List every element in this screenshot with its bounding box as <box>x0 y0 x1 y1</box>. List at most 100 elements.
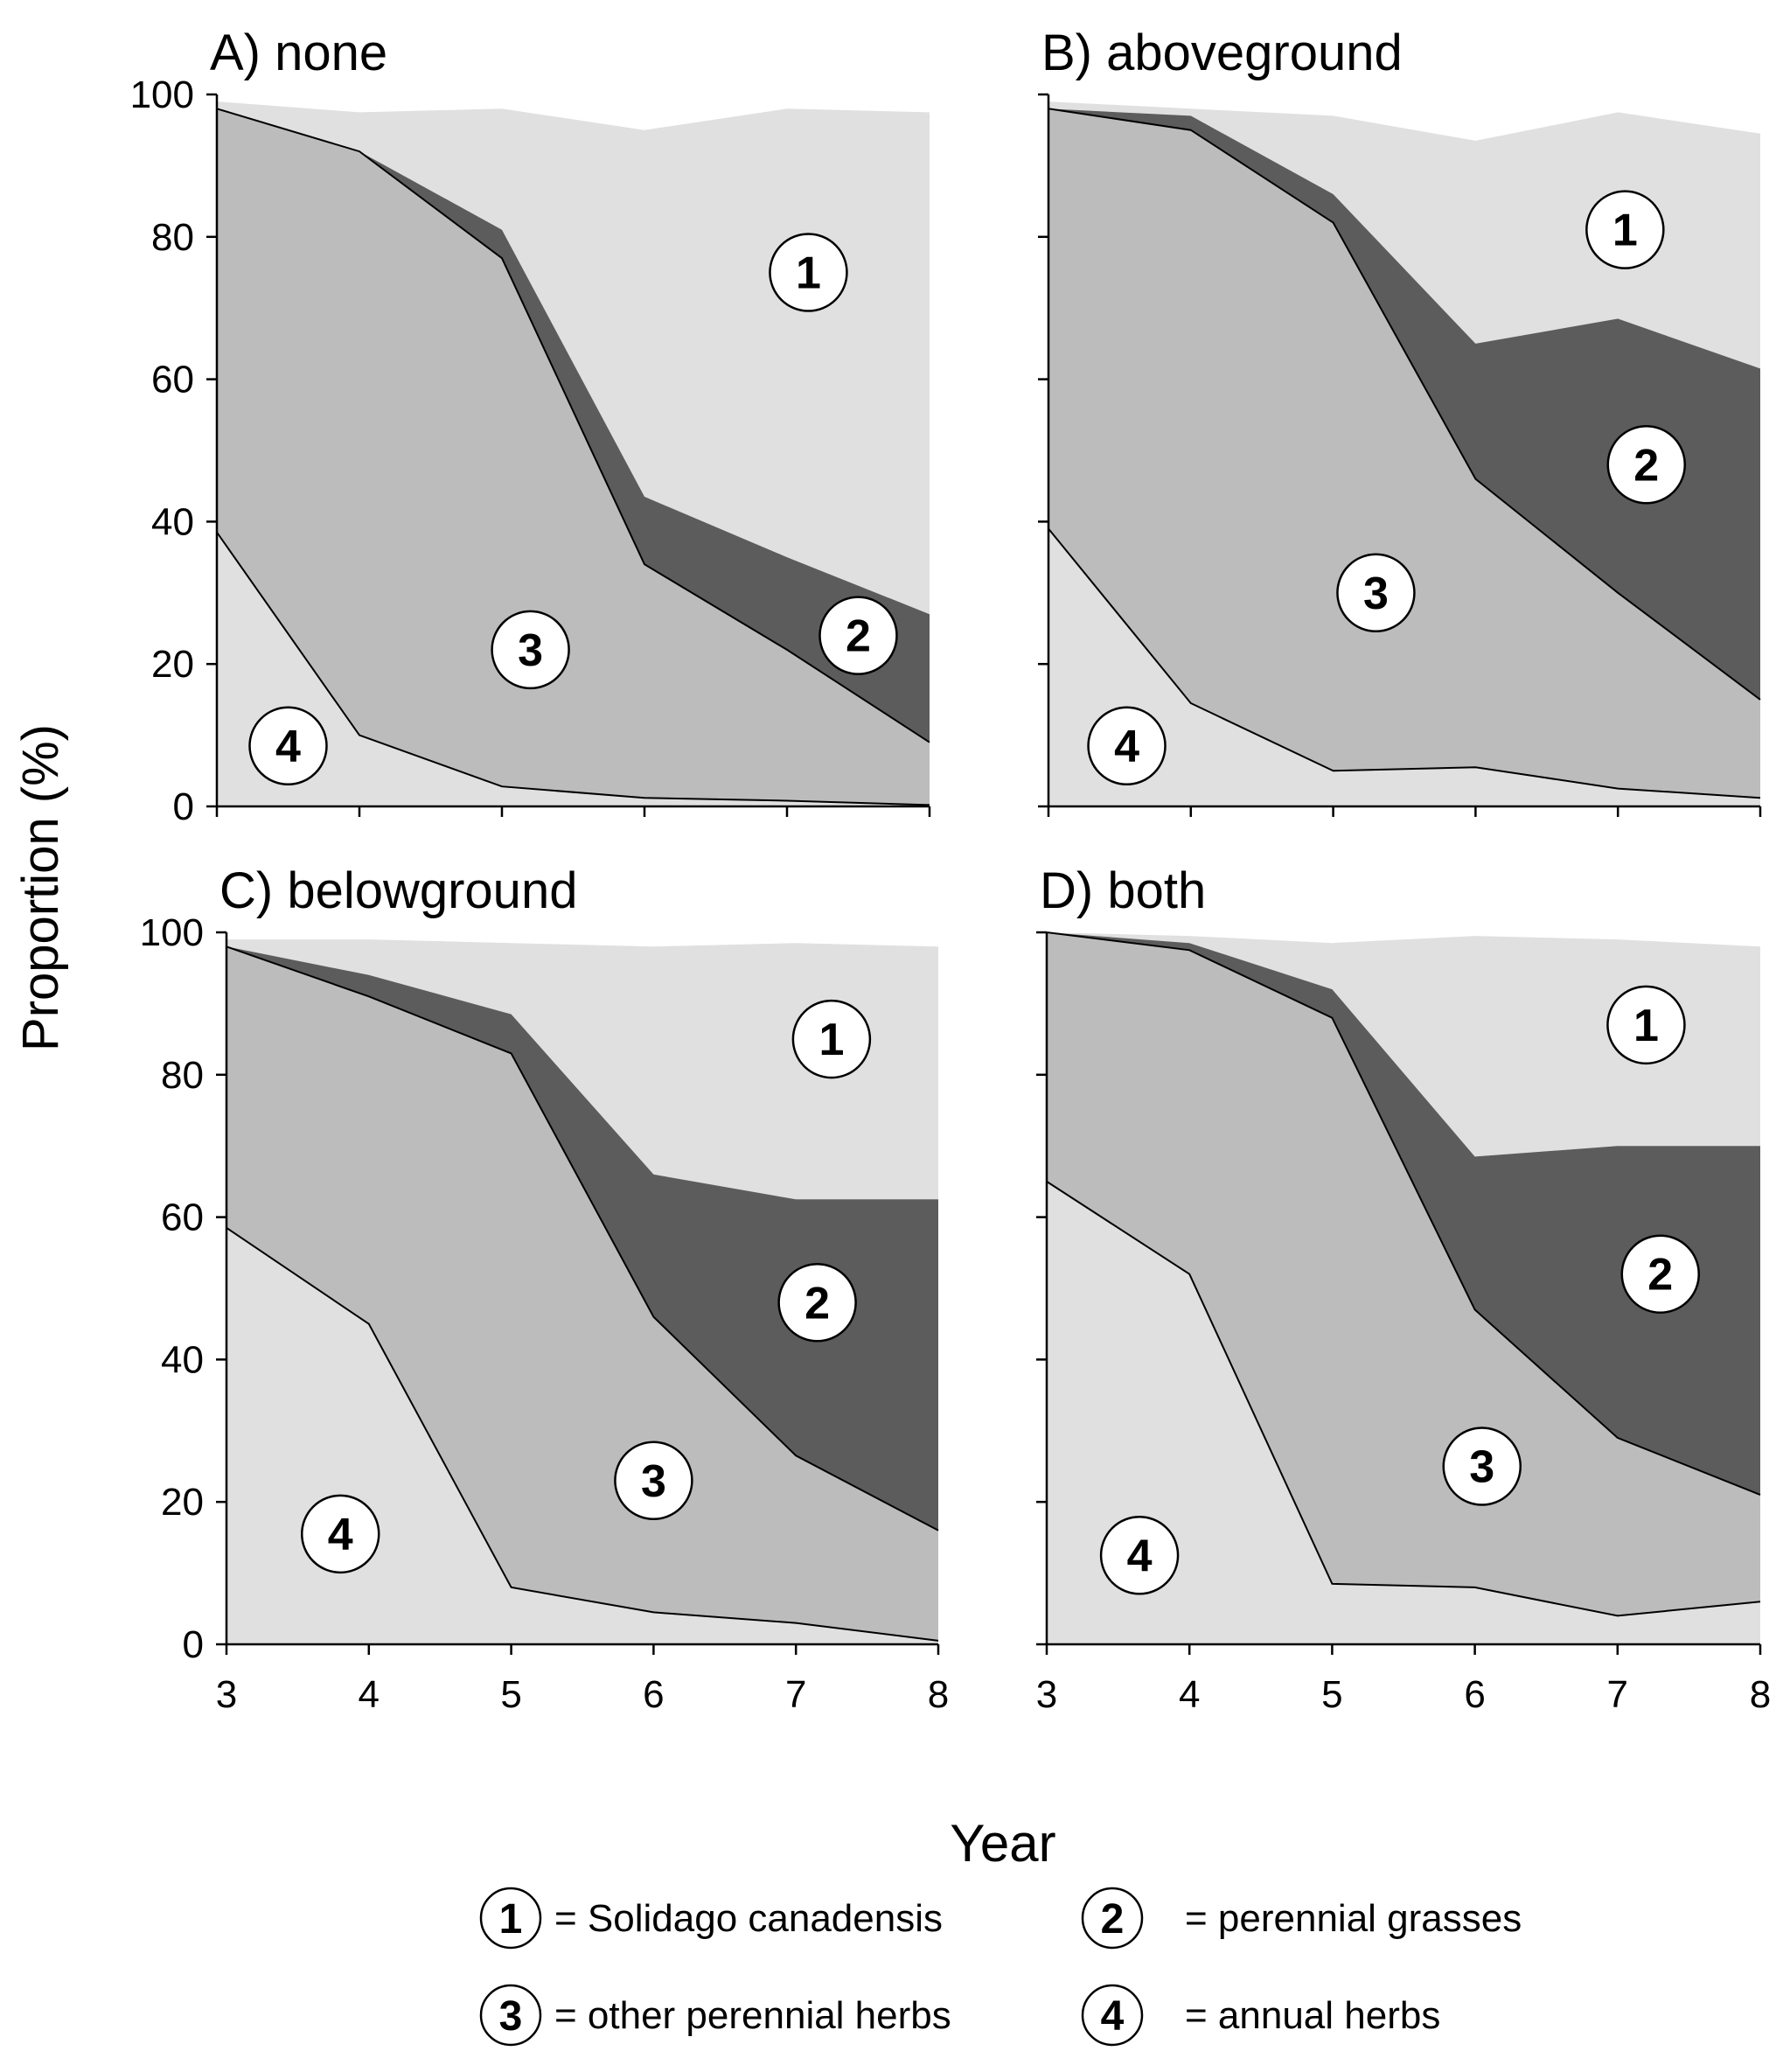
x-tick-label: 4 <box>1179 1673 1200 1716</box>
legend-key-circle <box>1081 1984 1144 2047</box>
area-annual-herbs <box>1048 528 1760 806</box>
y-tick-label: 60 <box>161 1196 204 1239</box>
y-tick-label: 100 <box>130 73 194 116</box>
x-tick-label: 3 <box>1036 1673 1057 1716</box>
category-label-number: 2 <box>1647 1250 1673 1301</box>
legend-item: 2 = perennial grasses <box>1081 1887 1522 1950</box>
category-label-circle <box>248 706 328 786</box>
category-label-circle <box>1099 1516 1180 1595</box>
legend: 1 = Solidago canadensis 2 = perennial grass… <box>479 1887 1522 2047</box>
panel-title: A) none <box>210 24 387 81</box>
category-label-number: 4 <box>1127 1531 1153 1581</box>
category-label-circle <box>769 233 848 312</box>
legend-text: = perennial grasses <box>1185 1897 1522 1940</box>
panel-title: D) both <box>1040 862 1206 919</box>
area-solidago <box>1048 101 1760 369</box>
category-label-circle <box>818 596 898 675</box>
y-tick-label: 60 <box>151 359 194 401</box>
y-tick-label: 40 <box>151 500 194 543</box>
panel-title: C) belowground <box>219 862 577 919</box>
panel-title: B) aboveground <box>1041 24 1403 81</box>
area-perennial-grasses <box>217 108 930 743</box>
category-label-circle <box>777 1263 857 1343</box>
area-solidago <box>1047 932 1760 1157</box>
boundary-annual-herbs <box>216 532 930 806</box>
category-label-number: 2 <box>1633 440 1659 491</box>
category-label-number: 4 <box>275 722 301 772</box>
category-label-circle <box>1606 425 1687 505</box>
area-other-perennial-herbs <box>1048 108 1760 799</box>
x-tick-label: 5 <box>1321 1673 1342 1716</box>
category-label-circle <box>491 610 570 690</box>
area-other-perennial-herbs <box>1047 932 1760 1616</box>
category-label-circle <box>1585 190 1665 269</box>
category-label-number: 4 <box>1114 722 1139 772</box>
category-label-circle <box>1336 553 1416 633</box>
legend-text: = annual herbs <box>1185 1994 1440 2037</box>
legend-key-number: 4 <box>1101 1993 1125 2040</box>
legend-key-number: 3 <box>499 1993 523 2040</box>
area-annual-herbs <box>1047 1181 1760 1644</box>
category-label-circle <box>791 999 872 1079</box>
category-label-number: 2 <box>804 1278 830 1329</box>
legend-key-circle <box>479 1887 542 1950</box>
category-label-number: 1 <box>818 1015 844 1065</box>
category-label-circle <box>300 1494 380 1574</box>
legend-key-circle <box>1081 1887 1144 1950</box>
category-label-number: 3 <box>518 625 543 676</box>
x-tick-label: 7 <box>1607 1673 1628 1716</box>
category-label-number: 2 <box>846 611 871 662</box>
legend-item: 1 = Solidago canadensis <box>479 1887 943 1950</box>
area-annual-herbs <box>226 1227 938 1644</box>
y-tick-label: 80 <box>151 216 194 259</box>
legend-key-circle <box>479 1984 542 2047</box>
legend-key-number: 2 <box>1101 1896 1125 1943</box>
area-solidago <box>217 101 930 615</box>
legend-key-number: 1 <box>499 1896 523 1943</box>
x-tick-label: 3 <box>216 1673 237 1716</box>
panel-b: B) aboveground 1 2 3 4 <box>1038 24 1762 817</box>
y-tick-label: 100 <box>140 911 204 954</box>
y-tick-label: 80 <box>161 1054 204 1097</box>
category-label-number: 1 <box>796 248 821 299</box>
category-label-circle <box>614 1441 693 1521</box>
category-label-circle <box>1606 985 1686 1065</box>
boundary-other-perennial-herbs <box>226 945 939 1531</box>
boundary-annual-herbs <box>226 1226 939 1642</box>
boundary-other-perennial-herbs <box>1046 931 1761 1496</box>
boundary-annual-herbs <box>1046 1181 1761 1617</box>
x-tick-label: 6 <box>643 1673 664 1716</box>
y-tick-label: 40 <box>161 1338 204 1381</box>
area-perennial-grasses <box>226 946 938 1531</box>
x-axis-title: Year <box>950 1814 1055 1873</box>
y-tick-label: 20 <box>161 1481 204 1524</box>
category-label-circle <box>1087 706 1167 786</box>
area-perennial-grasses <box>1047 932 1760 1496</box>
category-label-circle <box>1620 1234 1701 1314</box>
area-other-perennial-herbs <box>217 108 930 806</box>
x-tick-label: 5 <box>500 1673 521 1716</box>
boundary-other-perennial-herbs <box>216 108 930 743</box>
category-label-number: 3 <box>641 1456 666 1507</box>
x-tick-label: 6 <box>1464 1673 1485 1716</box>
y-axis-title: Proportion (%) <box>12 724 69 1051</box>
panel-c: 0 20 40 60 80 100 3 4 5 6 7 8 C) belowground 1 2 3 4 <box>140 862 950 1716</box>
y-tick-label: 0 <box>173 785 194 828</box>
legend-item: 3 = other perennial herbs <box>479 1984 951 2047</box>
x-tick-label: 4 <box>359 1673 380 1716</box>
x-tick-label: 8 <box>928 1673 949 1716</box>
category-label-number: 3 <box>1363 569 1389 619</box>
y-tick-label: 0 <box>183 1623 204 1666</box>
category-label-number: 1 <box>1633 1001 1659 1051</box>
category-label-number: 1 <box>1612 206 1638 256</box>
panel-a: 0 20 40 60 80 100 A) none 1 2 3 4 <box>130 24 931 828</box>
boundary-annual-herbs <box>1048 527 1761 799</box>
y-tick-label: 20 <box>151 643 194 686</box>
area-solidago <box>226 939 938 1200</box>
area-other-perennial-herbs <box>226 946 938 1641</box>
legend-text: = other perennial herbs <box>554 1994 951 2037</box>
legend-item: 4 = annual herbs <box>1081 1984 1440 2047</box>
category-label-number: 4 <box>328 1510 353 1560</box>
area-perennial-grasses <box>1048 108 1760 700</box>
